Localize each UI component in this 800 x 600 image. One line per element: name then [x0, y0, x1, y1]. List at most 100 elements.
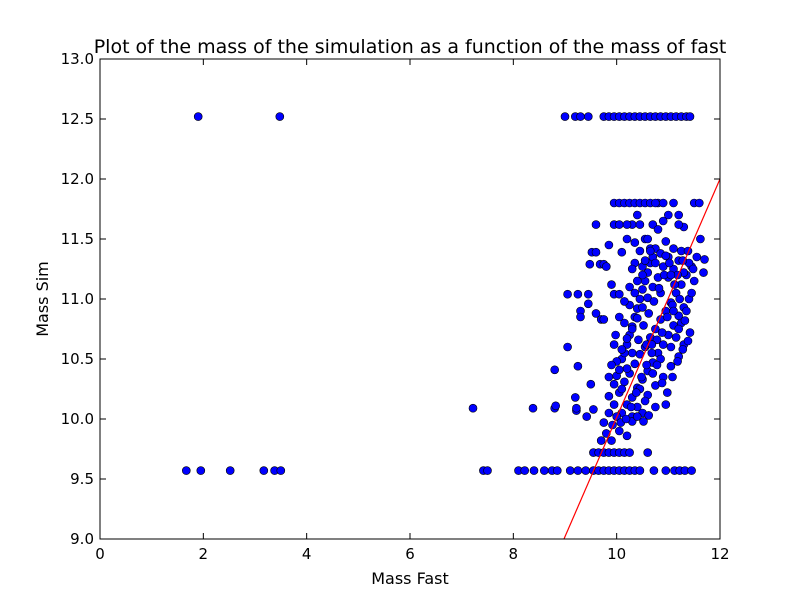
data-point — [680, 316, 690, 325]
y-tick-label: 12.5 — [61, 110, 94, 128]
data-point — [614, 220, 624, 229]
data-point — [586, 379, 596, 389]
data-point — [687, 288, 696, 298]
data-point — [276, 466, 286, 475]
y-axis-label: Mass Sim — [33, 261, 52, 337]
data-point — [638, 303, 647, 312]
data-point — [635, 246, 645, 256]
data-point — [550, 365, 560, 375]
data-point — [539, 466, 549, 475]
data-point — [622, 234, 632, 244]
y-tick-label: 12.0 — [61, 170, 94, 188]
x-tick-label: 0 — [95, 545, 105, 563]
data-point — [649, 297, 659, 306]
data-point — [631, 388, 641, 397]
chart-title: Plot of the mass of the simulation as a … — [94, 36, 727, 58]
data-point — [622, 334, 632, 343]
y-tick-label: 9.0 — [70, 530, 94, 548]
data-point — [625, 282, 634, 292]
x-axis-label: Mass Fast — [371, 569, 449, 588]
data-point — [638, 285, 647, 294]
data-point — [661, 237, 671, 246]
data-point — [596, 436, 606, 445]
data-point — [576, 312, 585, 322]
x-tick-label: 4 — [302, 545, 312, 563]
y-tick-label: 11.5 — [61, 230, 94, 248]
reference-line — [563, 178, 720, 539]
data-point — [657, 378, 667, 388]
data-point — [696, 234, 705, 244]
data-point — [620, 318, 629, 328]
data-point — [617, 384, 627, 394]
data-point — [661, 466, 671, 475]
data-point — [583, 112, 593, 121]
data-point — [661, 251, 671, 261]
x-tick-label: 8 — [509, 545, 519, 563]
data-point — [665, 258, 674, 268]
data-point — [193, 112, 203, 121]
data-point — [573, 466, 583, 475]
data-point — [694, 198, 704, 208]
data-point — [614, 312, 624, 322]
data-point — [685, 112, 695, 121]
data-point — [635, 466, 645, 475]
data-point — [658, 198, 668, 208]
data-point — [468, 403, 478, 413]
x-tick-label: 6 — [405, 545, 415, 563]
data-point — [632, 412, 642, 421]
data-point — [614, 289, 624, 299]
data-point — [700, 255, 709, 264]
data-point — [673, 357, 682, 366]
data-point — [651, 198, 660, 208]
data-point — [604, 408, 614, 418]
data-point — [638, 270, 647, 280]
data-point — [669, 306, 678, 316]
data-point — [639, 321, 648, 330]
data-point — [654, 283, 664, 293]
y-tick-label: 10.5 — [61, 350, 94, 368]
x-tick-label: 12 — [710, 545, 729, 563]
data-point — [687, 466, 696, 475]
data-point — [609, 379, 619, 389]
data-point — [662, 388, 672, 397]
y-tick-label: 9.5 — [70, 470, 94, 488]
data-point — [599, 418, 609, 427]
data-point — [599, 315, 609, 324]
data-point — [663, 210, 673, 220]
data-point — [225, 466, 235, 475]
data-point — [581, 466, 591, 475]
data-point — [196, 466, 206, 475]
data-point — [621, 414, 631, 424]
data-point — [528, 403, 538, 413]
data-point — [576, 112, 585, 121]
data-point — [640, 256, 650, 265]
data-point — [668, 372, 677, 382]
data-point — [604, 240, 614, 250]
data-point — [604, 372, 614, 382]
data-point — [671, 333, 681, 342]
data-point — [604, 391, 614, 401]
data-point — [622, 364, 632, 373]
data-point — [675, 294, 685, 304]
data-point — [666, 361, 676, 371]
data-point — [551, 401, 561, 411]
data-point — [689, 276, 699, 286]
data-point — [674, 324, 684, 334]
data-point — [607, 280, 616, 289]
data-point — [653, 225, 663, 234]
data-point — [632, 210, 642, 220]
data-point — [639, 417, 648, 426]
data-point — [644, 411, 654, 420]
data-point — [632, 276, 642, 286]
data-point — [658, 340, 668, 349]
data-point — [647, 348, 657, 358]
data-point — [640, 396, 650, 406]
data-point — [630, 238, 640, 247]
data-point — [607, 360, 616, 370]
y-tick-label: 10.0 — [61, 410, 94, 428]
data-point — [609, 340, 619, 349]
data-point — [529, 466, 539, 475]
data-point — [643, 448, 653, 457]
data-point — [585, 259, 595, 269]
data-point — [573, 361, 583, 371]
